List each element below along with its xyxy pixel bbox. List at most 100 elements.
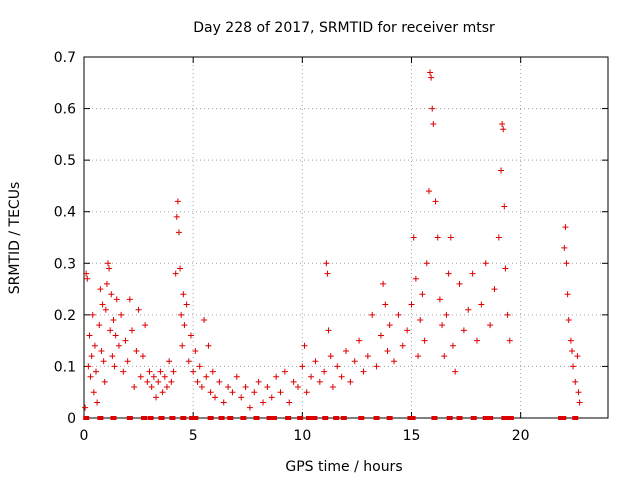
data-point — [445, 270, 452, 277]
zero-point — [503, 416, 510, 420]
data-point — [137, 373, 144, 380]
data-point — [110, 317, 117, 324]
data-point — [495, 234, 502, 241]
data-point — [238, 394, 245, 401]
x-tick-label: 0 — [80, 428, 89, 444]
data-point — [429, 105, 436, 112]
data-point — [474, 337, 480, 344]
data-point — [373, 363, 380, 370]
data-point — [131, 384, 138, 391]
data-point — [452, 368, 459, 375]
zero-point — [97, 416, 104, 420]
data-point — [212, 394, 218, 401]
data-points — [82, 69, 583, 420]
y-tick-label: 0.6 — [54, 102, 76, 118]
data-point — [107, 327, 114, 334]
zero-point — [409, 416, 416, 420]
data-point — [277, 389, 284, 396]
data-point — [242, 384, 249, 391]
zero-point — [189, 416, 196, 420]
data-point — [395, 311, 402, 318]
data-point — [417, 317, 424, 324]
zero-point — [270, 416, 277, 420]
data-point — [181, 322, 188, 329]
zero-point — [386, 416, 393, 420]
data-point — [163, 384, 170, 391]
data-point — [251, 389, 258, 396]
zero-point — [572, 416, 579, 420]
zero-point — [373, 416, 380, 420]
data-point — [465, 306, 472, 313]
zero-point — [253, 416, 260, 420]
plot-frame — [83, 56, 609, 419]
zero-point — [358, 416, 365, 420]
data-point — [113, 296, 120, 303]
data-point — [196, 363, 203, 370]
data-point — [118, 311, 125, 318]
data-point — [109, 353, 116, 360]
data-point — [170, 368, 177, 375]
data-point — [382, 301, 389, 308]
data-point — [356, 337, 363, 344]
data-point — [325, 327, 332, 334]
zero-point — [218, 416, 225, 420]
data-point — [105, 260, 112, 267]
data-point — [91, 342, 98, 349]
data-point — [299, 363, 306, 370]
zero-point — [560, 416, 567, 420]
data-point — [469, 270, 476, 277]
data-point — [399, 342, 406, 349]
data-point — [115, 342, 122, 349]
data-point — [87, 373, 94, 380]
data-point — [97, 286, 104, 293]
data-point — [281, 368, 288, 375]
data-point — [574, 353, 581, 360]
data-point — [380, 280, 387, 287]
zero-point — [83, 416, 90, 420]
data-point — [233, 373, 240, 380]
zero-point — [507, 416, 514, 420]
data-point — [88, 353, 95, 360]
data-point — [209, 368, 216, 375]
data-point — [404, 327, 411, 334]
data-point — [568, 347, 575, 354]
data-point — [99, 301, 106, 308]
data-point — [146, 368, 153, 375]
data-point — [301, 342, 308, 349]
zero-point — [322, 416, 329, 420]
zero-point — [297, 416, 304, 420]
data-point — [161, 373, 168, 380]
data-point — [428, 74, 435, 81]
data-point — [255, 378, 262, 385]
data-point — [425, 188, 432, 195]
data-point — [491, 286, 498, 293]
data-point — [561, 244, 568, 251]
data-point — [303, 389, 310, 396]
data-point — [126, 296, 133, 303]
zero-point — [482, 416, 489, 420]
data-point — [482, 260, 489, 267]
data-point — [430, 121, 437, 128]
zero-point — [470, 416, 477, 420]
zero-point — [207, 416, 214, 420]
data-point — [575, 389, 582, 396]
data-point — [94, 399, 101, 406]
data-point — [139, 353, 146, 360]
data-point — [364, 353, 371, 360]
data-point — [563, 260, 570, 267]
zero-point — [431, 416, 438, 420]
data-point — [168, 378, 175, 385]
data-point — [506, 337, 513, 344]
zero-point — [141, 416, 148, 420]
data-point — [220, 399, 227, 406]
data-point — [432, 198, 439, 205]
data-point — [408, 301, 415, 308]
data-point — [377, 332, 384, 339]
data-point — [504, 311, 511, 318]
x-tick-label: 10 — [293, 428, 311, 444]
data-point — [192, 347, 199, 354]
data-point — [85, 363, 92, 370]
data-point — [198, 384, 205, 391]
data-point — [441, 353, 448, 360]
data-point — [360, 368, 367, 375]
